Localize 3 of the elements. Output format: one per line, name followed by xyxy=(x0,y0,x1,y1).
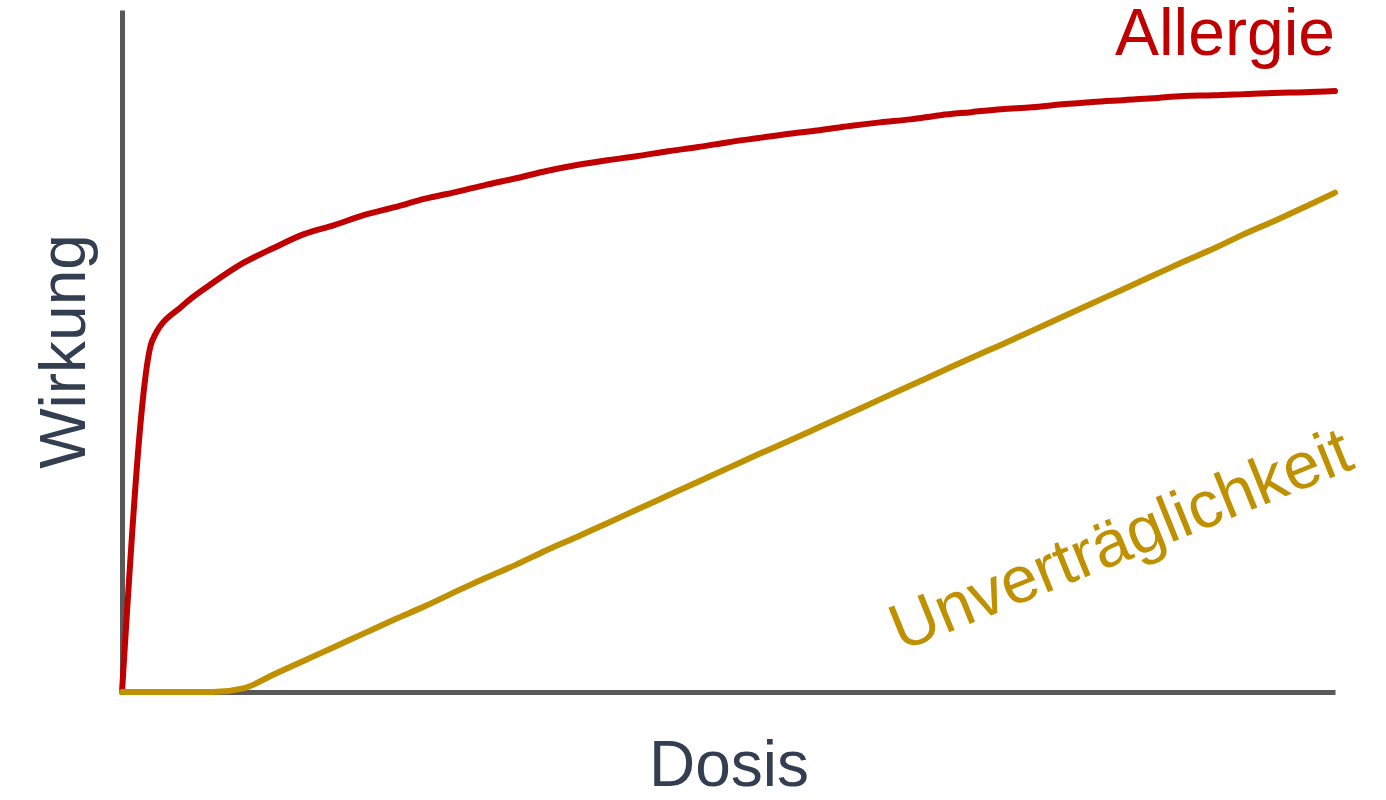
x-axis-title: Dosis xyxy=(648,727,810,800)
series-label: Allergie xyxy=(1114,0,1335,70)
y-axis-title: Wirkung xyxy=(26,234,99,469)
